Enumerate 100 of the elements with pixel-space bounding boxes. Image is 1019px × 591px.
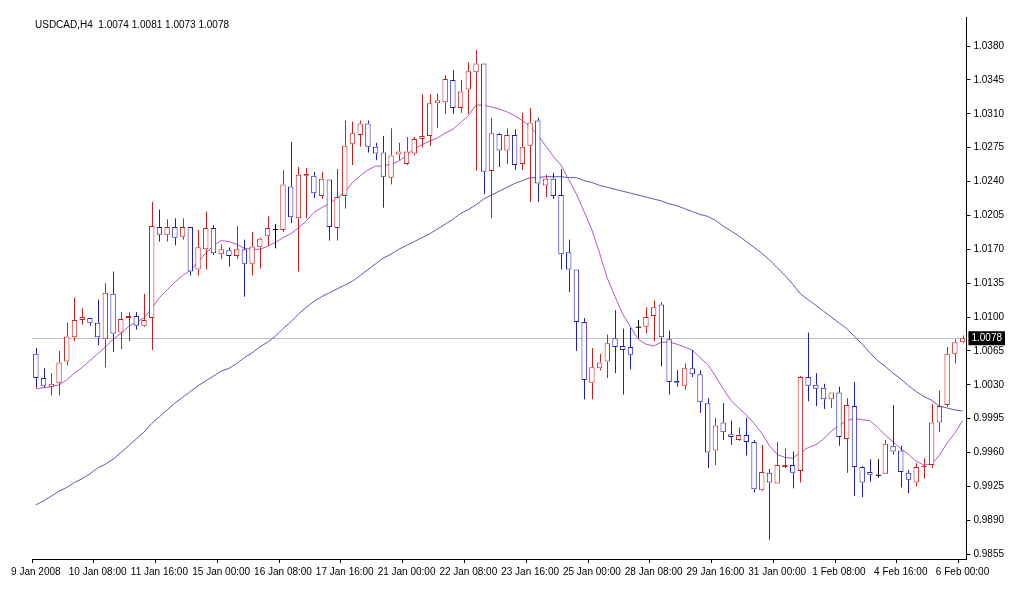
x-tick-label: 22 Jan 08:00 — [439, 565, 498, 577]
candlestick — [635, 319, 642, 339]
candlestick — [280, 169, 286, 233]
candlestick — [434, 92, 441, 129]
candlestick — [496, 134, 502, 168]
y-tick-label: 1.0345 — [973, 73, 1005, 85]
y-tick-label: 1.0205 — [973, 209, 1005, 221]
candlestick — [87, 318, 93, 327]
candlestick — [697, 369, 703, 414]
x-tick-label: 6 Feb 00:00 — [935, 565, 990, 577]
candlestick — [56, 350, 62, 396]
candlestick — [666, 330, 672, 395]
x-tick-label: 9 Jan 2008 — [11, 565, 62, 577]
candlestick — [388, 127, 394, 185]
candlestick — [566, 239, 572, 293]
candlestick — [604, 333, 611, 379]
y-tick-label: 1.0100 — [973, 310, 1005, 322]
x-tick-label: 31 Jan 00:00 — [748, 565, 807, 577]
x-tick-label: 23 Jan 16:00 — [501, 565, 560, 577]
candlestick — [465, 61, 472, 115]
candlestick — [766, 468, 773, 541]
y-tick-label: 1.0135 — [973, 276, 1005, 288]
candlestick — [527, 107, 533, 203]
candlestick — [504, 127, 510, 165]
candlestick — [226, 246, 232, 268]
candlestick — [558, 168, 564, 271]
candlestick — [218, 243, 224, 260]
candlestick — [936, 390, 943, 433]
ref-line-label: 1.0078 — [971, 332, 1003, 344]
candlestick — [867, 458, 873, 483]
candlestick — [334, 168, 340, 242]
y-tick-label: 1.0310 — [973, 107, 1005, 119]
candlestick — [249, 231, 255, 276]
candlestick — [141, 293, 147, 326]
candlestick — [473, 49, 479, 172]
candlestick — [48, 372, 55, 396]
candlestick — [311, 171, 317, 199]
y-tick-label: 0.9890 — [973, 514, 1005, 526]
x-tick-label: 11 Jan 16:00 — [130, 565, 189, 577]
y-tick-label: 1.0380 — [973, 39, 1005, 51]
candlestick — [875, 458, 882, 479]
y-tick-label: 1.0275 — [973, 141, 1005, 153]
x-tick-label: 29 Jan 16:00 — [686, 565, 745, 577]
candlestick — [890, 404, 896, 455]
candlestick — [172, 217, 178, 246]
x-tick-label: 28 Jan 08:00 — [624, 565, 684, 577]
candlestick — [813, 372, 819, 407]
candlestick — [450, 69, 456, 115]
candlestick — [959, 334, 966, 343]
candlestick — [357, 120, 363, 148]
candlestick — [681, 362, 688, 391]
candlestick — [349, 121, 356, 166]
y-tick-label: 1.0065 — [973, 344, 1005, 356]
y-tick-label: 1.0170 — [973, 243, 1005, 255]
y-tick-label: 1.0030 — [973, 378, 1005, 390]
candlestick — [581, 317, 587, 400]
y-tick-label: 1.0240 — [973, 175, 1005, 187]
y-tick-label: 0.9995 — [973, 412, 1005, 424]
candlestick — [712, 417, 719, 466]
candlestick — [944, 346, 950, 408]
candlestick — [859, 467, 865, 498]
candlestick — [643, 306, 649, 334]
candlestick — [110, 271, 116, 353]
candlestick — [118, 311, 124, 350]
candlestick — [419, 93, 425, 149]
x-tick-label: 4 Feb 16:00 — [874, 565, 928, 577]
candlestick — [272, 223, 279, 249]
candlestick — [536, 117, 540, 203]
candlestick — [133, 311, 139, 331]
candlestick — [836, 386, 842, 447]
x-tick-label: 25 Jan 00:00 — [562, 565, 622, 577]
candlestick — [751, 439, 757, 493]
x-tick-label: 17 Jan 16:00 — [315, 565, 375, 577]
candlestick — [589, 347, 595, 400]
x-tick-label: 21 Jan 00:00 — [377, 565, 436, 577]
y-tick-label: 0.9925 — [973, 480, 1005, 492]
candlestick — [774, 441, 780, 484]
candlestick — [442, 74, 448, 115]
candlestick — [195, 229, 201, 276]
candlestick — [179, 217, 186, 241]
candlestick — [905, 469, 912, 494]
candlestick — [241, 239, 248, 298]
x-tick-label: 10 Jan 08:00 — [68, 565, 127, 577]
candlestick — [728, 420, 734, 446]
y-tick-label: 0.9855 — [973, 547, 1005, 559]
candlestick — [627, 327, 634, 370]
candlestick — [257, 238, 263, 270]
candlestick — [79, 307, 85, 326]
candlestick — [64, 322, 70, 366]
y-tick-label: 0.9960 — [973, 446, 1005, 458]
candlestick — [689, 349, 695, 378]
x-tick-label: 16 Jan 08:00 — [254, 565, 313, 577]
chart-title: USDCAD,H4 1.0074 1.0081 1.0073 1.0078 — [35, 18, 230, 30]
candlestick — [952, 338, 958, 364]
candlestick — [33, 347, 39, 389]
x-tick-label: 15 Jan 00:00 — [192, 565, 251, 577]
candlestick — [720, 402, 726, 441]
x-tick-label: 1 Feb 08:00 — [812, 565, 867, 577]
candlestick — [264, 215, 271, 246]
candlestick — [125, 311, 132, 342]
